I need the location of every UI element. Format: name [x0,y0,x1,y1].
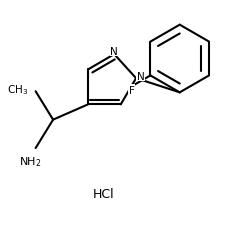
Text: HCl: HCl [93,188,114,200]
Text: CH$_3$: CH$_3$ [7,83,28,97]
Text: F: F [129,85,134,95]
Text: N: N [110,47,118,57]
Text: NH$_2$: NH$_2$ [19,155,41,169]
Text: N: N [137,72,145,82]
